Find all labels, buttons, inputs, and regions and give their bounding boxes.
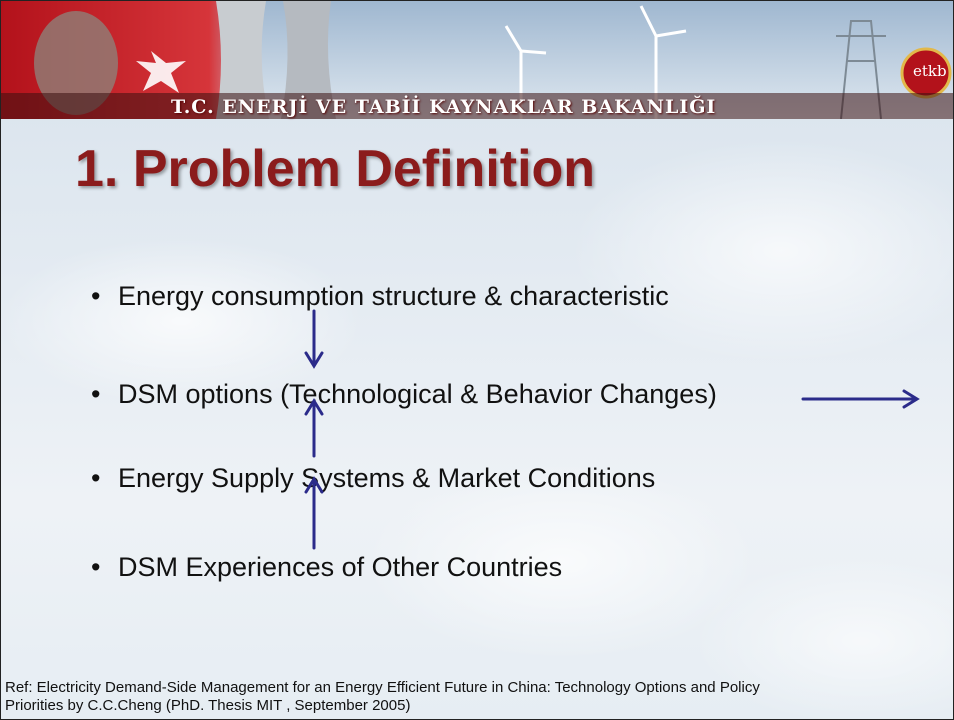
- arrow-up: [304, 476, 324, 550]
- bullet: Energy consumption structure & character…: [91, 281, 669, 312]
- bullet-text: Energy consumption structure & character…: [118, 281, 669, 311]
- header-banner: [1, 1, 953, 119]
- bullet-text: DSM options (Technological & Behavior Ch…: [118, 379, 717, 409]
- arrow-up: [304, 398, 324, 458]
- logo-text: etkb: [913, 62, 947, 80]
- arrow-right: [801, 389, 920, 409]
- bullet: DSM options (Technological & Behavior Ch…: [91, 379, 717, 410]
- slide-title: 1. Problem Definition: [75, 140, 596, 198]
- arrow-down: [304, 309, 324, 369]
- bullet-text: DSM Experiences of Other Countries: [118, 552, 563, 582]
- reference: Ref: Electricity Demand-Side Management …: [5, 679, 760, 714]
- bullet: Energy Supply Systems & Market Condition…: [91, 463, 655, 494]
- bullet-text: Energy Supply Systems & Market Condition…: [118, 463, 656, 493]
- bullet: DSM Experiences of Other Countries: [91, 552, 562, 583]
- ministry-name: T.C. ENERJİ VE TABİİ KAYNAKLAR BAKANLIĞI: [171, 96, 717, 118]
